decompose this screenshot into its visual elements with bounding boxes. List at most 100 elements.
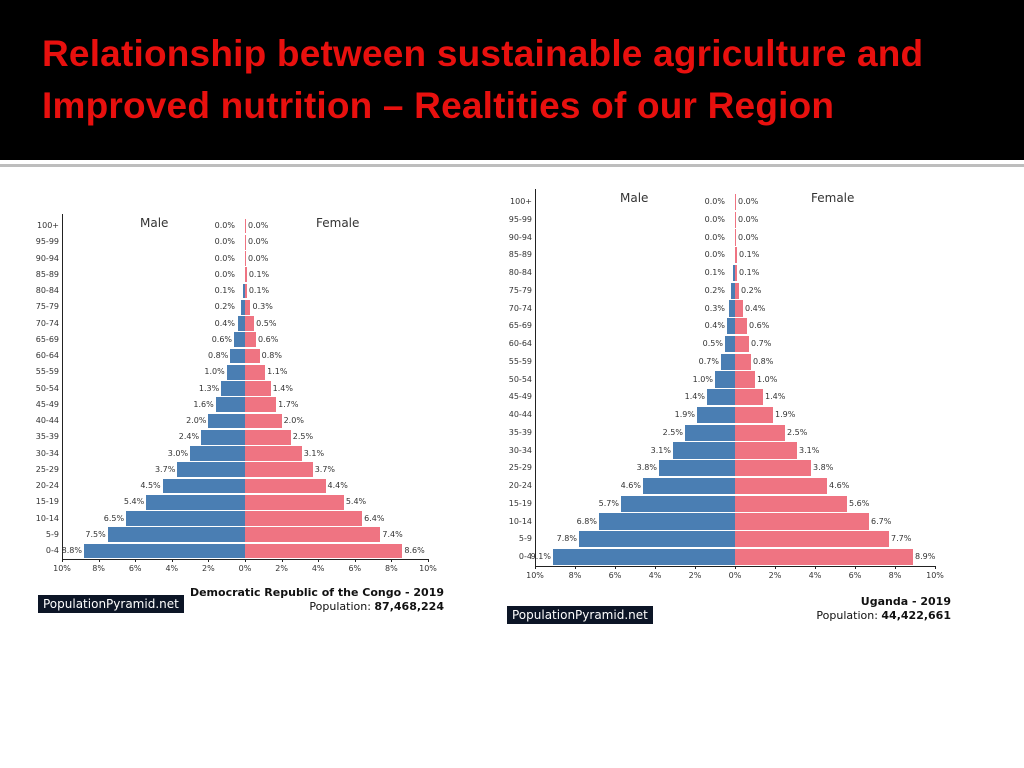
male-bar: [107, 527, 245, 543]
age-label: 65-69: [35, 334, 59, 344]
female-value-label: 0.8%: [261, 351, 282, 360]
male-bar: [208, 413, 245, 429]
x-tick-label: 6%: [848, 571, 862, 580]
male-value-label: 1.0%: [692, 374, 713, 384]
x-tick: [428, 559, 429, 563]
female-value-label: 2.0%: [283, 416, 304, 425]
female-value-label: 1.4%: [765, 392, 786, 402]
male-value-label: 0.4%: [704, 321, 725, 331]
male-label: Male: [140, 216, 169, 230]
age-label: 30-34: [508, 445, 532, 455]
age-label: 35-39: [35, 432, 59, 442]
male-bar: [725, 335, 735, 353]
male-value-label: 0.7%: [698, 356, 719, 366]
x-tick-label: 8%: [385, 564, 398, 573]
male-value-label: 0.0%: [214, 237, 235, 247]
female-value-label: 3.1%: [303, 448, 325, 458]
male-value-label: 1.6%: [193, 399, 214, 409]
population-label: Population:: [816, 609, 878, 622]
male-bar: [599, 513, 735, 530]
female-value-label: 1.4%: [272, 383, 293, 393]
female-bar: [245, 234, 246, 250]
female-bar: [735, 264, 737, 282]
male-value-label: 0.2%: [704, 285, 725, 295]
age-label: 75-79: [35, 302, 59, 312]
female-bar: [245, 511, 363, 526]
female-value-label: 0.1%: [739, 250, 760, 260]
female-bar: [245, 543, 403, 559]
y-axis-line: [62, 213, 63, 560]
male-bar: [243, 283, 245, 299]
male-bar: [146, 494, 245, 510]
female-bar: [245, 364, 266, 380]
female-bar: [735, 442, 797, 459]
female-bar: [735, 460, 811, 477]
female-value-label: 0.1%: [248, 286, 270, 295]
male-value-label: 7.5%: [85, 529, 106, 539]
female-bar: [735, 389, 763, 406]
x-tick-label: 4%: [648, 571, 662, 580]
female-bar: [735, 300, 743, 317]
age-label: 100+: [510, 197, 532, 206]
female-value-label: 0.1%: [739, 268, 760, 277]
age-label: 25-29: [35, 464, 59, 474]
age-label: 10-14: [508, 516, 532, 526]
female-bar: [735, 335, 749, 353]
source-logo: PopulationPyramid.net: [507, 606, 653, 624]
male-bar: [177, 462, 245, 478]
female-value-label: 6.4%: [364, 513, 385, 523]
male-bar: [234, 332, 245, 348]
male-bar: [241, 299, 245, 315]
x-tick-label: 10%: [526, 571, 544, 580]
female-bar: [735, 513, 869, 530]
x-tick: [615, 565, 616, 569]
male-value-label: 0.0%: [214, 221, 235, 230]
male-value-label: 5.7%: [598, 498, 619, 508]
age-label: 45-49: [35, 399, 59, 409]
x-tick: [735, 565, 736, 569]
male-bar: [162, 478, 245, 494]
male-bar: [697, 406, 735, 424]
x-tick: [281, 559, 283, 563]
male-value-label: 8.8%: [61, 546, 82, 555]
x-tick: [895, 565, 896, 569]
female-value-label: 7.4%: [382, 529, 403, 539]
divider: [0, 164, 1024, 167]
male-bar: [659, 460, 735, 477]
x-tick: [208, 559, 210, 563]
female-bar: [245, 397, 277, 413]
male-value-label: 1.0%: [204, 367, 225, 377]
female-bar: [735, 229, 736, 246]
female-bar: [245, 348, 260, 364]
x-tick: [318, 559, 320, 563]
female-bar: [735, 406, 773, 424]
female-value-label: 7.7%: [891, 534, 912, 544]
female-bar: [735, 318, 747, 335]
x-tick-label: 2%: [688, 571, 702, 580]
female-value-label: 1.9%: [775, 410, 796, 419]
male-value-label: 2.5%: [662, 427, 683, 437]
female-bar: [245, 413, 282, 429]
male-bar: [673, 442, 735, 459]
x-tick: [391, 559, 393, 563]
female-bar: [735, 548, 913, 566]
age-label: 10-14: [35, 513, 59, 523]
female-bar: [245, 332, 256, 348]
chart-title-block: Democratic Republic of the Congo - 2019 P…: [184, 586, 444, 614]
male-value-label: 1.4%: [684, 392, 705, 402]
female-value-label: 1.1%: [267, 367, 288, 377]
female-bar: [735, 424, 785, 441]
female-value-label: 0.6%: [749, 321, 770, 331]
slide-header: Relationship between sustainable agricul…: [0, 0, 1024, 160]
male-bar: [731, 282, 735, 299]
age-label: 15-19: [508, 498, 532, 508]
population-label: Population:: [309, 600, 371, 613]
female-value-label: 5.6%: [849, 498, 870, 508]
male-value-label: 3.8%: [636, 463, 657, 473]
x-tick: [935, 565, 936, 569]
population-line: Population: 87,468,224: [184, 600, 444, 614]
male-value-label: 0.0%: [214, 253, 235, 263]
male-value-label: 0.2%: [214, 302, 235, 312]
x-tick-label: 6%: [348, 564, 362, 573]
male-value-label: 3.1%: [650, 445, 671, 455]
